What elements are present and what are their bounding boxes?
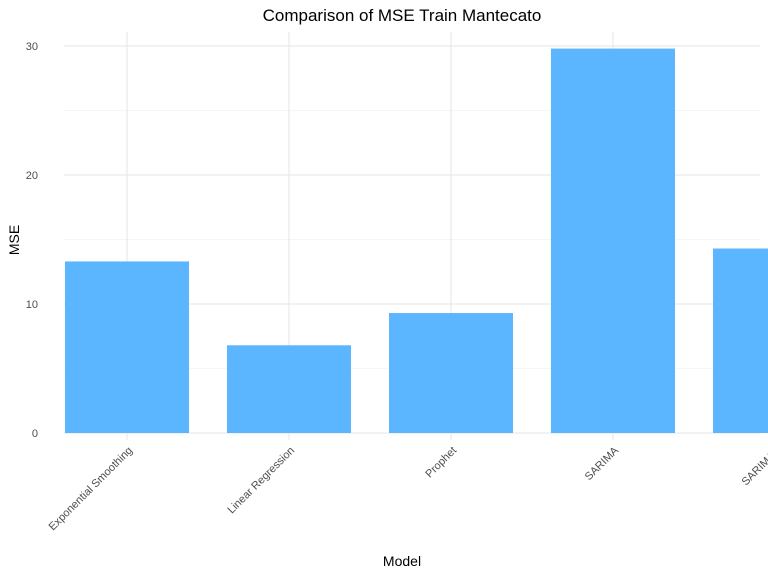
y-tick-label: 30 — [26, 41, 38, 53]
y-axis-title: MSE — [6, 225, 22, 255]
bar — [551, 48, 675, 434]
x-tick-labels: Exponential Smoothing Linear Regression Pr… — [47, 444, 768, 533]
bar — [227, 345, 351, 433]
y-tick-label: 10 — [26, 299, 38, 311]
x-axis-title: Model — [383, 553, 421, 569]
x-tick-label: Linear Regression — [226, 445, 298, 517]
y-tick-label: 20 — [26, 170, 38, 182]
chart-title: Comparison of MSE Train Mantecato — [263, 6, 542, 25]
x-tick-label: Prophet — [423, 445, 459, 481]
bar — [389, 313, 513, 433]
x-tick-label: SARIMAX — [740, 444, 768, 488]
y-tick-label: 0 — [32, 428, 38, 440]
bar-layer — [65, 48, 768, 434]
x-tick-label: Exponential Smoothing — [47, 445, 135, 533]
bar — [65, 261, 189, 433]
bar — [713, 248, 768, 433]
y-tick-labels: 0 10 20 30 — [26, 41, 38, 440]
x-tick-label: SARIMA — [583, 444, 622, 483]
